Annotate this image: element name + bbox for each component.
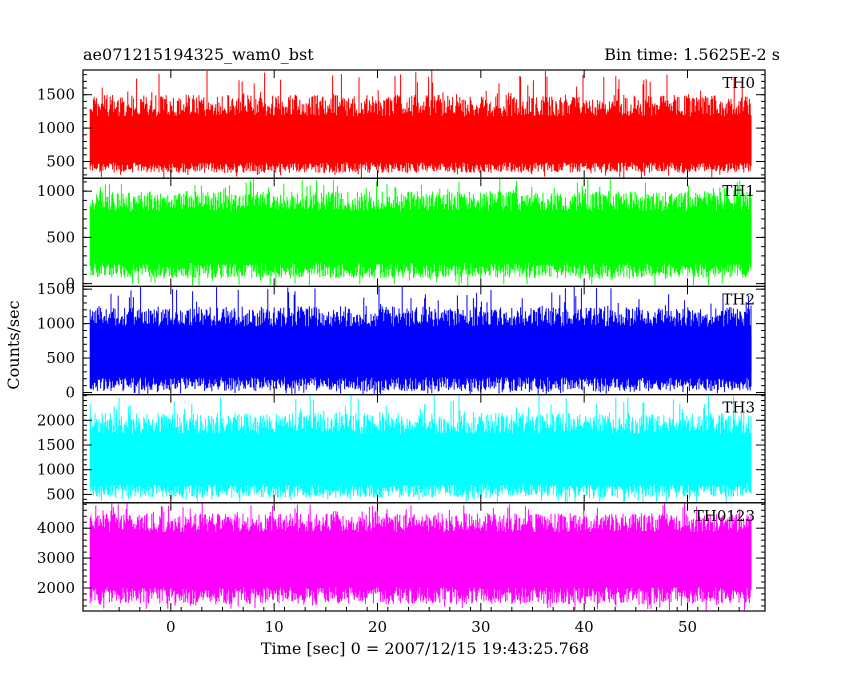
y-tick-label: 1000 [37,315,75,333]
y-tick-label: 0 [65,275,75,293]
panel-th0123: 2000 3000 4000 TH0123 [37,502,766,612]
y-tick-label: 3000 [37,549,75,567]
y-tick-label: 1000 [37,119,75,137]
series-core-th1 [90,220,752,259]
x-tick-label: 30 [471,618,490,636]
x-tick-label: 10 [265,618,284,636]
y-tick-label: 4000 [37,519,75,537]
bin-time-label: Bin time: 1.5625E-2 s [604,45,780,64]
panel-label-th0123: TH0123 [694,507,755,525]
panels-group: 500 1000 1500 TH0 0 500 1000 TH1 0 500 1000 1500 TH2… [37,69,766,612]
y-tick-label: 1000 [37,182,75,200]
panel-th0: 500 1000 1500 TH0 [37,69,766,179]
panel-label-th2: TH2 [722,290,755,308]
y-tick-label: 1000 [37,461,75,479]
series-th0 [89,70,752,178]
x-tick-label: 50 [678,618,697,636]
y-axis-label: Counts/sec [4,300,23,389]
y-tick-label: 2000 [37,411,75,429]
series-core-th0123 [90,540,752,583]
panel-th1: 0 500 1000 TH1 [37,177,766,293]
panel-th2: 0 500 1000 1500 TH2 [37,280,766,402]
y-tick-label: 1500 [37,86,75,104]
panel-label-th3: TH3 [722,399,755,417]
x-tick-label: 40 [575,618,594,636]
panel-frame [82,502,766,612]
y-tick-label: 500 [46,228,75,246]
x-tick-label: 20 [368,618,387,636]
y-tick-label: 2000 [37,579,75,597]
panel-label-th0: TH0 [722,74,755,92]
x-axis-label: Time [sec] 0 = 2007/12/15 19:43:25.768 [261,639,589,658]
x-axis: 0 10 20 30 40 50 [118,607,740,636]
y-tick-label: 500 [46,349,75,367]
panel-th3: 500 1000 1500 2000 TH3 [37,394,766,503]
series-core-th2 [90,335,752,374]
series-core-th0 [90,125,752,160]
panel-label-th1: TH1 [722,182,755,200]
chart-title: ae071215194325_wam0_bst [83,45,314,64]
y-tick-label: 1500 [37,436,75,454]
y-tick-label: 500 [46,485,75,503]
y-tick-label: 500 [46,153,75,171]
y-tick-label: 1500 [37,280,75,298]
x-tick-label: 0 [166,618,176,636]
series-core-th3 [90,443,752,481]
y-tick-label: 0 [65,384,75,402]
